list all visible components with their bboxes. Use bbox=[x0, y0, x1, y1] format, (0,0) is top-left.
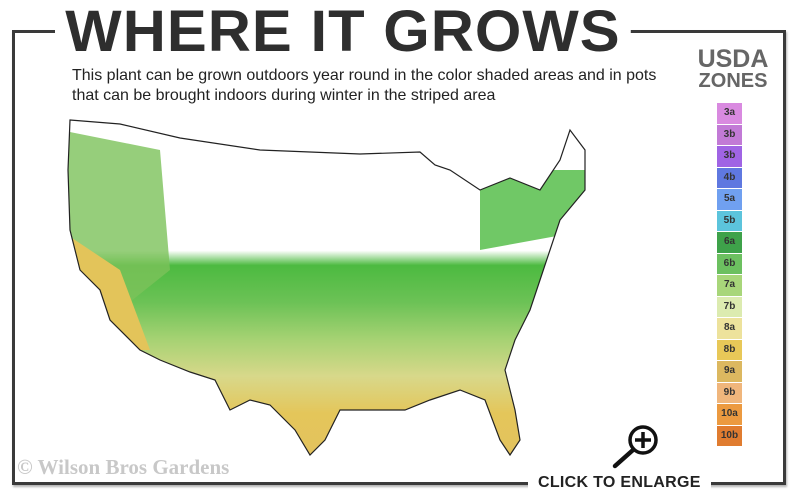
legend-zone-4b: 4b bbox=[717, 167, 742, 188]
legend-zone-3b: 3b bbox=[717, 124, 742, 145]
legend-zone-9a: 9a bbox=[717, 361, 742, 382]
legend-zone-8a: 8a bbox=[717, 318, 742, 339]
legend-zone-5b: 5b bbox=[717, 210, 742, 231]
legend-zone-6a: 6a bbox=[717, 232, 742, 253]
us-outline bbox=[67, 119, 586, 457]
legend-title-zones: ZONES bbox=[698, 70, 768, 92]
legend-zone-9b: 9b bbox=[717, 382, 742, 403]
legend-zone-10b: 10b bbox=[717, 425, 742, 446]
zone-legend: 3a 3b 3b 4b 5a 5b 6a 6b 7a 7b 8a 8b 9a 9b 10a 10b bbox=[717, 103, 742, 447]
legend-title: USDA ZONES bbox=[683, 45, 783, 93]
magnifier-plus-icon[interactable] bbox=[605, 420, 665, 470]
legend-zone-7a: 7a bbox=[717, 275, 742, 296]
legend-zone-3b: 3b bbox=[717, 146, 742, 167]
copyright: © Wilson Bros Gardens bbox=[17, 455, 230, 479]
legend-zone-5a: 5a bbox=[717, 189, 742, 210]
page-title: WHERE IT GROWS bbox=[55, 2, 631, 62]
subtitle: This plant can be grown outdoors year ro… bbox=[72, 67, 657, 104]
click-to-enlarge-button[interactable]: CLICK TO ENLARGE bbox=[528, 474, 711, 492]
legend-zone-8b: 8b bbox=[717, 339, 742, 360]
legend-zone-7b: 7b bbox=[717, 296, 742, 317]
california-zone bbox=[68, 230, 150, 350]
legend-zone-3a: 3a bbox=[717, 103, 742, 124]
us-zone-map[interactable] bbox=[60, 110, 600, 480]
legend-zone-6b: 6b bbox=[717, 253, 742, 274]
northeast-zone bbox=[480, 170, 585, 250]
legend-zone-10a: 10a bbox=[717, 404, 742, 425]
legend-title-usda: USDA bbox=[697, 45, 769, 73]
